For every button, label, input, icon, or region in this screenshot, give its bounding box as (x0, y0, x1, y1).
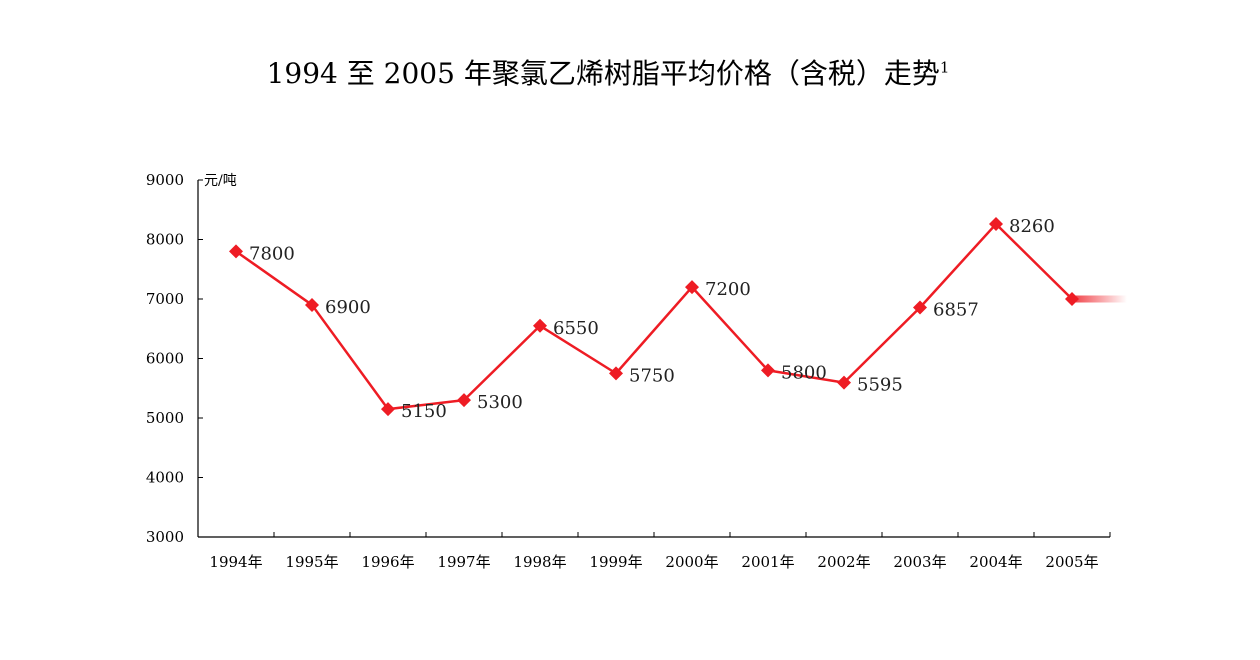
x-tick-label: 2001年 (741, 553, 794, 571)
data-point-marker (913, 300, 927, 315)
data-label: 5300 (477, 392, 523, 413)
x-tick-label: 1994年 (209, 553, 262, 571)
x-tick-label: 2002年 (817, 553, 870, 571)
x-tick-label: 1998年 (513, 553, 566, 571)
y-tick-label: 7000 (146, 290, 184, 308)
data-label: 8260 (1009, 216, 1055, 237)
data-label-group: 7800 6900 5150 5300 6550 5750 7200 5800 5595 6857… (249, 216, 1055, 422)
y-tick-label: 6000 (146, 350, 184, 368)
marker-group (229, 217, 1079, 417)
x-tick-label: 1999年 (589, 553, 642, 571)
x-tick-label: 2005年 (1045, 553, 1098, 571)
data-label: 6857 (933, 300, 979, 321)
title-footnote-mark: 1 (939, 58, 950, 77)
data-point-marker (305, 297, 319, 312)
series-line (235, 222, 1073, 411)
data-point-marker (685, 280, 699, 295)
y-tick-label: 8000 (146, 231, 184, 249)
data-point-marker (989, 217, 1003, 232)
y-tick-label: 9000 (146, 171, 184, 189)
data-label: 5750 (629, 365, 675, 386)
data-point-marker (761, 363, 775, 378)
data-label: 5800 (781, 362, 827, 383)
y-tick-label: 5000 (146, 409, 184, 427)
data-point-marker (533, 318, 547, 333)
data-point-marker (229, 244, 243, 259)
y-axis-unit-label: 元/吨 (204, 173, 237, 189)
series-line-group (235, 222, 1127, 411)
data-label: 5595 (857, 375, 903, 396)
data-point-marker (381, 402, 395, 417)
data-point-marker (1065, 292, 1079, 306)
x-tick-label: 1997年 (437, 553, 490, 571)
x-tick-label: 1996年 (361, 553, 414, 571)
data-label: 6550 (553, 318, 599, 339)
x-tick-label: 2004年 (969, 553, 1022, 571)
y-tick-label: 3000 (146, 528, 184, 546)
data-label: 5150 (401, 401, 447, 422)
series-line-fade (1072, 295, 1127, 303)
axes: 3000 4000 5000 6000 7000 8000 9000 元/吨 1994年 1995… (146, 171, 1111, 571)
x-tick-label: 2000年 (665, 553, 718, 571)
data-point-marker (837, 375, 851, 390)
chart-title-text: 1994 至 2005 年聚氯乙烯树脂平均价格（含税）走势 (266, 57, 940, 90)
chart-title: 1994 至 2005 年聚氯乙烯树脂平均价格（含税）走势1 (0, 52, 1216, 92)
y-tick-label: 4000 (146, 469, 184, 487)
x-tick-label: 1995年 (285, 553, 338, 571)
data-label: 7200 (705, 279, 751, 300)
data-point-marker (457, 393, 471, 408)
x-tick-label: 2003年 (893, 553, 946, 571)
data-point-marker (609, 366, 623, 381)
data-label: 6900 (325, 297, 371, 318)
data-label: 7800 (249, 243, 295, 264)
